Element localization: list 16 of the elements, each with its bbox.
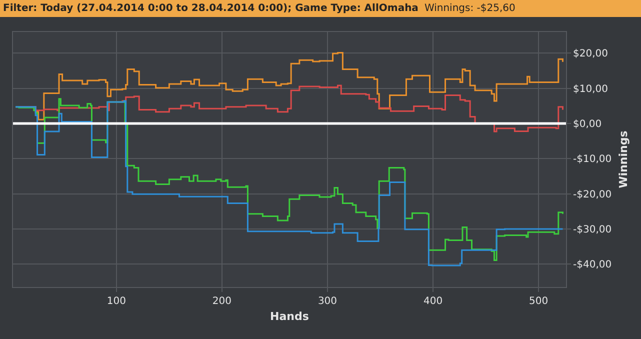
x-tick-label: 300 xyxy=(318,296,338,307)
x-tick-label: 100 xyxy=(106,296,126,307)
y-tick-label: -$30,00 xyxy=(573,224,612,236)
y-tick-label: $10,00 xyxy=(573,84,608,95)
x-tick-label: 500 xyxy=(529,296,548,307)
x-axis-title: Hands xyxy=(270,310,310,324)
x-tick-label: 400 xyxy=(423,296,443,307)
y-tick-label: $20,00 xyxy=(573,48,608,60)
y-tick-label: $0,00 xyxy=(573,118,602,130)
y-tick-label: -$10,00 xyxy=(573,154,612,166)
x-tick-label: 200 xyxy=(212,296,232,307)
chart-title: Filter: Today (27.04.2014 0:00 to 28.04.2014 0:00); Game Type: AllOmaha xyxy=(3,3,418,14)
y-tick-label: -$40,00 xyxy=(573,260,612,271)
y-axis-title: Winnings xyxy=(616,130,630,188)
chart-subtitle: Winnings: -$25,60 xyxy=(424,3,516,14)
y-tick-label: -$20,00 xyxy=(573,189,612,200)
